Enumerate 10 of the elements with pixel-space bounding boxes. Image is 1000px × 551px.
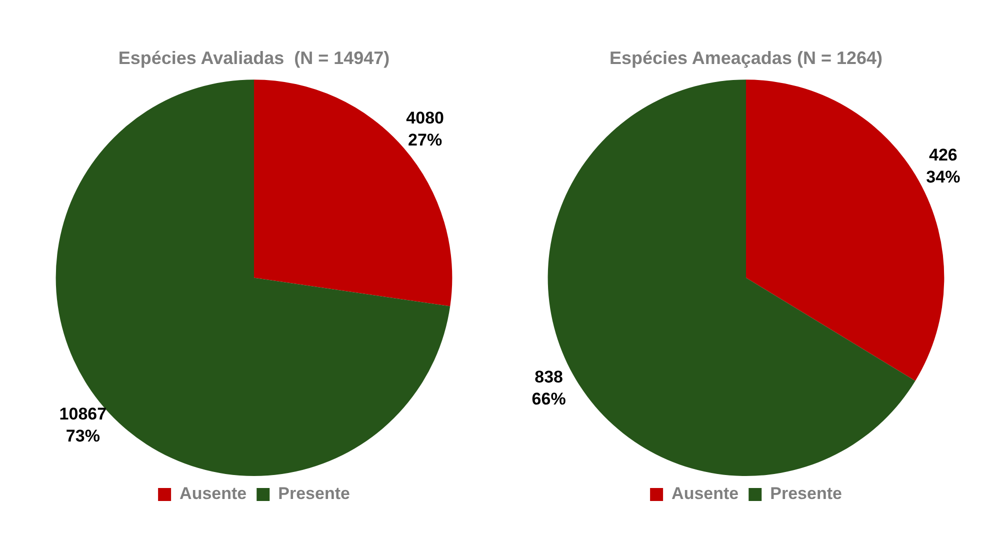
legend-label: Ausente	[672, 484, 739, 504]
data-label: 10867 73%	[59, 404, 107, 446]
legend-label: Presente	[770, 484, 842, 504]
data-label: 4080 27%	[406, 108, 444, 150]
data-label: 426 34%	[926, 146, 960, 187]
legend-label: Ausente	[180, 484, 247, 504]
chart-title: Espécies Avaliadas (N = 14947)	[118, 48, 390, 68]
chart-title: Espécies Ameaçadas (N = 1264)	[610, 48, 883, 68]
legend-label: Presente	[278, 484, 350, 504]
data-label: 838 66%	[532, 367, 566, 408]
